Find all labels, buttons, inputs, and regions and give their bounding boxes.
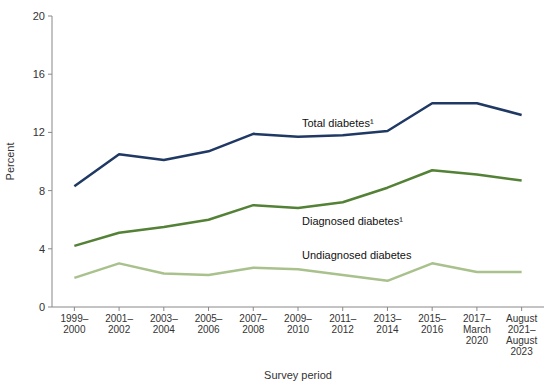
x-tick xyxy=(208,307,209,311)
x-tick-label: 2009–2010 xyxy=(284,313,312,335)
y-tick-label: 4 xyxy=(39,243,45,255)
x-tick xyxy=(387,307,388,311)
series-line xyxy=(74,103,521,186)
x-tick-label: 2017–March2020 xyxy=(463,313,491,346)
plot-area xyxy=(74,103,521,281)
y-tick-label: 16 xyxy=(33,68,45,80)
y-axis-line xyxy=(52,16,53,307)
x-tick xyxy=(476,307,477,311)
x-tick-label: 2007–2008 xyxy=(239,313,267,335)
x-tick xyxy=(521,307,522,311)
y-tick xyxy=(48,74,52,75)
x-tick xyxy=(298,307,299,311)
y-tick xyxy=(48,132,52,133)
series-line xyxy=(74,263,521,280)
y-tick-label: 20 xyxy=(33,10,45,22)
x-tick-label: 1999–2000 xyxy=(60,313,88,335)
x-tick xyxy=(163,307,164,311)
x-tick-label: 2003–2004 xyxy=(150,313,178,335)
y-tick xyxy=(48,307,52,308)
x-tick xyxy=(432,307,433,311)
series-label: Undiagnosed diabetes xyxy=(302,249,412,261)
y-tick-label: 12 xyxy=(33,126,45,138)
x-tick-label: 2011–2012 xyxy=(329,313,357,335)
y-tick-label: 8 xyxy=(39,185,45,197)
x-tick-label: 2013–2014 xyxy=(374,313,402,335)
x-tick xyxy=(342,307,343,311)
y-tick xyxy=(48,248,52,249)
y-tick xyxy=(48,190,52,191)
y-axis-label: Percent xyxy=(4,143,16,181)
x-tick xyxy=(119,307,120,311)
x-tick xyxy=(74,307,75,311)
y-tick xyxy=(48,16,52,17)
x-tick-label: August2021–August2023 xyxy=(506,313,537,357)
x-tick-label: 2005–2006 xyxy=(195,313,223,335)
chart-container: 0 4 8 12 16 20 1999–2000 2001–2002 2003–2004 2005… xyxy=(0,0,560,385)
x-tick-label: 2015–2016 xyxy=(418,313,446,335)
x-axis-label: Survey period xyxy=(264,369,332,381)
y-tick-label: 0 xyxy=(39,301,45,313)
x-tick xyxy=(253,307,254,311)
series-line xyxy=(74,170,521,246)
series-label: Diagnosed diabetes¹ xyxy=(302,215,403,227)
series-label: Total diabetes¹ xyxy=(302,117,374,129)
x-tick-label: 2001–2002 xyxy=(105,313,133,335)
chart: 0 4 8 12 16 20 1999–2000 2001–2002 2003–2004 2005… xyxy=(0,0,560,385)
